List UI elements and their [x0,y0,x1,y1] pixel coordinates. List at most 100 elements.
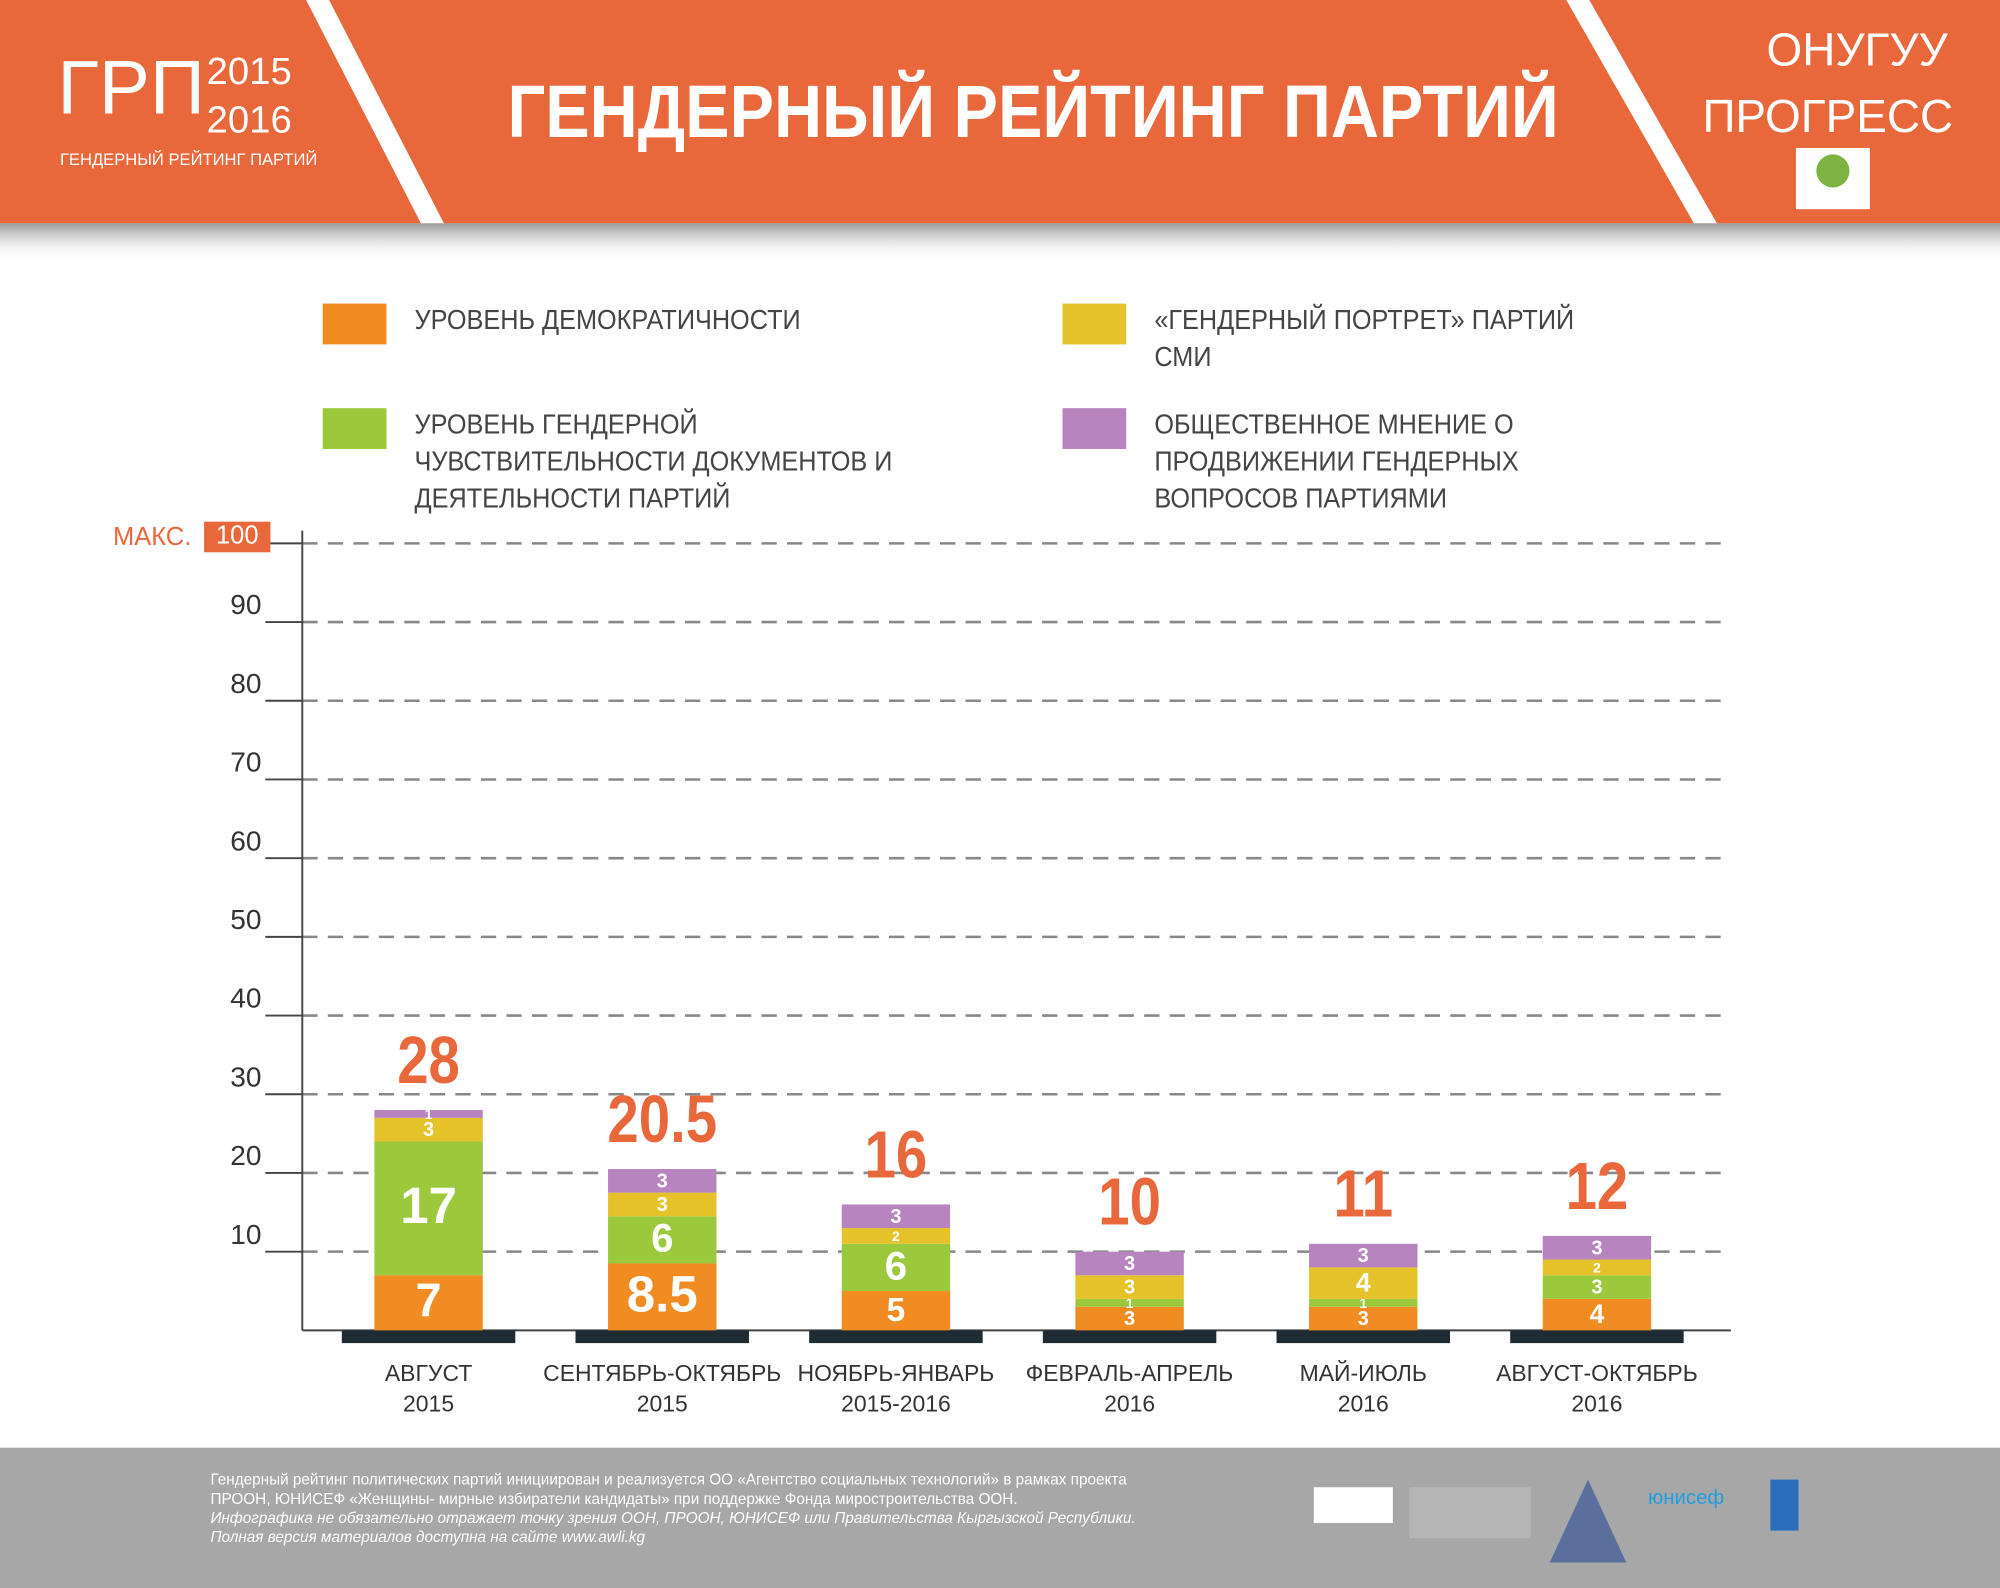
legend-label: УРОВЕНЬ ГЕНДЕРНОЙ ЧУВСТВИТЕЛЬНОСТИ ДОКУМ… [414,408,893,515]
segment-label: 3 [657,1194,668,1216]
partner-logo [1409,1487,1531,1539]
segment-label: 1 [425,1106,433,1122]
x-tick-label: 2015 [637,1391,688,1417]
legend-swatch [1062,408,1127,449]
segment-label: 8.5 [627,1266,698,1323]
footer-line: Полная версия материалов доступна на сай… [210,1528,646,1546]
bar-segment [608,1169,717,1193]
legend-item: ОБЩЕСТВЕННОЕ МНЕНИЕ О ПРОДВИЖЕНИИ ГЕНДЕР… [1062,406,1802,514]
segment-label: 6 [885,1243,907,1288]
total-label: 11 [1333,1157,1393,1231]
bar-segment [1309,1298,1418,1307]
y-tick-label: 90 [230,589,261,620]
segment-label: 2 [1593,1259,1601,1275]
segment-label: 2 [892,1228,900,1244]
y-tick-label: 10 [230,1219,261,1250]
segment-label: 3 [1591,1277,1602,1299]
legend: УРОВЕНЬ ДЕМОКРАТИЧНОСТИ УРОВЕНЬ ГЕНДЕРНОЙ… [322,301,1803,514]
segment-label: 6 [651,1216,673,1261]
bar-base [341,1330,516,1344]
org-name: ОНУГУУ [1767,24,1949,76]
x-tick-label: 2016 [1104,1391,1155,1417]
x-tick-label: НОЯБРЬ-ЯНВАРЬ [798,1360,995,1386]
y-tick-label: 50 [230,904,261,935]
segment-label: 1 [1359,1295,1367,1311]
footer-text: Гендерный рейтинг политических партий ин… [210,1471,1135,1548]
logo-subtitle: ГЕНДЕРНЫЙ РЕЙТИНГ ПАРТИЙ [60,150,317,169]
footer-line: Инфографика не обязательно отражает точк… [210,1508,1136,1527]
legend-label: «ГЕНДЕРНЫЙ ПОРТРЕТ» ПАРТИЙ СМИ [1154,303,1575,373]
y-tick-label: 20 [230,1140,261,1171]
segment-label: 3 [1358,1308,1369,1330]
bar-segment [608,1192,717,1217]
y-tick-label: 40 [230,983,261,1014]
segment-label: 17 [400,1177,457,1234]
total-label: 28 [397,1024,460,1098]
x-tick-label: 2016 [1571,1391,1622,1417]
bar-base [809,1330,983,1344]
y-tick-label: 30 [230,1061,261,1092]
bar-segment [374,1141,483,1276]
logo-text: ГРП [57,45,204,130]
bar-segment [841,1291,951,1331]
segment-label: 3 [1124,1277,1135,1299]
footer-line: ПРООН, ЮНИСЕФ «Женщины- мирные избирател… [210,1489,1018,1508]
max-label: МАКС. [113,523,191,551]
bar-segment [1542,1259,1652,1276]
y-tick-label: 60 [230,825,261,856]
segment-label: 3 [1358,1245,1369,1267]
bar-segment [1309,1267,1418,1299]
org-logo-mark [1816,154,1850,188]
max-label-box [204,521,271,553]
legend-item: УРОВЕНЬ ГЕНДЕРНОЙ ЧУВСТВИТЕЛЬНОСТИ ДОКУМ… [322,406,1063,514]
bar-segment [1309,1243,1418,1268]
header-stripe [306,0,444,224]
bar-segment [608,1216,717,1264]
bar-segment [1542,1298,1652,1331]
partner-logo [1549,1479,1627,1563]
segment-label: 7 [416,1274,442,1326]
total-label: 20.5 [607,1083,717,1157]
x-tick-label: 2015 [403,1391,454,1417]
segment-label: 3 [1591,1237,1602,1259]
bar-segment [1075,1306,1184,1331]
bar-segment [1075,1298,1184,1307]
x-tick-label: СЕНТЯБРЬ-ОКТЯБРЬ [543,1360,781,1386]
y-tick-label: 100 [216,522,259,550]
bar-segment [841,1204,951,1229]
bar-segment [1309,1306,1418,1331]
bar-segment [1542,1235,1652,1260]
bar-base [1042,1330,1217,1344]
logo-year: 2015 [207,50,292,93]
segment-label: 3 [1124,1253,1135,1275]
bar-segment [374,1109,483,1118]
segment-label: 5 [887,1292,906,1329]
segment-label: 1 [1126,1295,1134,1311]
footer-line: Гендерный рейтинг политических партий ин… [210,1470,1127,1489]
bar-base [1276,1330,1450,1344]
legend-swatch [322,408,387,449]
total-label: 16 [865,1118,928,1192]
segment-label: 4 [1589,1299,1604,1329]
partner-logo [1770,1479,1799,1531]
bar-segment [608,1263,717,1331]
x-tick-label: ФЕВРАЛЬ-АПРЕЛЬ [1026,1360,1234,1386]
footer-band [0,1447,2000,1588]
bar-base [575,1330,749,1344]
header-stripe [1566,0,1717,224]
bar-segment [1542,1275,1652,1299]
x-tick-label: МАЙ-ИЮЛЬ [1300,1360,1427,1386]
bar-segment [841,1228,951,1244]
bar-segment [374,1117,483,1142]
x-tick-label: АВГУСТ [385,1360,472,1386]
logo-year: 2016 [207,99,292,142]
segment-label: 3 [1124,1308,1135,1330]
partner-logo-text: юнисеф [1648,1487,1724,1509]
legend-swatch [1062,303,1127,345]
y-tick-label: 80 [230,668,261,699]
legend-label: ОБЩЕСТВЕННОЕ МНЕНИЕ О ПРОДВИЖЕНИИ ГЕНДЕР… [1154,408,1519,515]
y-tick-label: 70 [230,747,261,778]
